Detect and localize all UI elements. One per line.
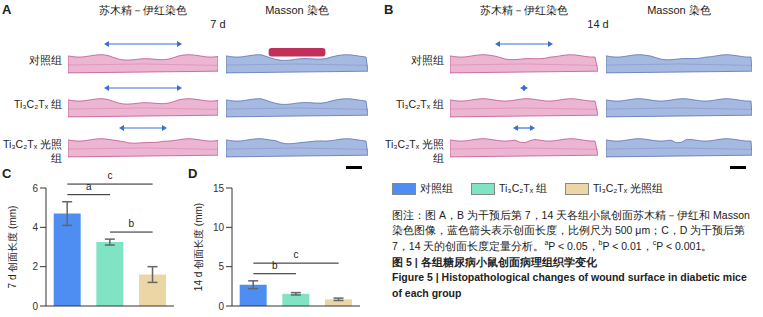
svg-text:0: 0 bbox=[32, 301, 38, 312]
html-text:Ti₃C₂Tₓ 组: Ti₃C₂Tₓ 组 bbox=[395, 98, 444, 110]
svg-text:b: b bbox=[129, 218, 135, 229]
html-text:D: D bbox=[188, 166, 198, 181]
svg-text:5: 5 bbox=[218, 261, 224, 272]
html-text:Figure 5 | Histopathological c: Figure 5 | Histopathological changes of … bbox=[392, 271, 747, 299]
html-text:苏木精－伊红染色: 苏木精－伊红染色 bbox=[480, 4, 568, 16]
svg-text:c: c bbox=[108, 170, 113, 181]
html-text:Ti₃C₂Tₓ 组: Ti₃C₂Tₓ 组 bbox=[13, 98, 62, 110]
html-text:苏木精－伊红染色: 苏木精－伊红染色 bbox=[99, 4, 187, 16]
html-text:对照组: 对照组 bbox=[29, 54, 62, 66]
svg-text:10: 10 bbox=[213, 222, 225, 233]
svg-text:7 d 创面长度 (mm): 7 d 创面长度 (mm) bbox=[7, 206, 18, 289]
html-text:Ti₃C₂Tₓ 光照组: Ti₃C₂Tₓ 光照组 bbox=[2, 138, 62, 164]
html-text:A: A bbox=[2, 2, 12, 17]
svg-text:15: 15 bbox=[213, 183, 225, 194]
html-text:Ti₃C₂Tₓ 光照组: Ti₃C₂Tₓ 光照组 bbox=[384, 138, 444, 164]
svg-text:4: 4 bbox=[32, 222, 38, 233]
svg-text:b: b bbox=[272, 260, 278, 271]
html-text:C: C bbox=[2, 166, 12, 181]
svg-text:2: 2 bbox=[32, 261, 38, 272]
html-text:Masson 染色: Masson 染色 bbox=[647, 4, 711, 16]
html-text:对照组: 对照组 bbox=[411, 54, 444, 66]
svg-text:a: a bbox=[86, 181, 92, 192]
svg-text:6: 6 bbox=[32, 183, 38, 194]
html-text:7 d: 7 d bbox=[210, 18, 226, 30]
svg-text:c: c bbox=[294, 249, 299, 260]
html-text:Masson 染色: Masson 染色 bbox=[265, 4, 329, 16]
svg-text:0: 0 bbox=[218, 301, 224, 312]
html-text:Ti₃C₂Tₓ 光照组: Ti₃C₂Tₓ 光照组 bbox=[593, 182, 664, 194]
html-text:图 5 | 各组糖尿病小鼠创面病理组织学变化: 图 5 | 各组糖尿病小鼠创面病理组织学变化 bbox=[392, 256, 597, 269]
html-text:B: B bbox=[384, 2, 394, 17]
html-text:图注：图 A，B 为干预后第 7，14 天各组小鼠创面苏木精: 图注：图 A，B 为干预后第 7，14 天各组小鼠创面苏木精－伊红和 Masso… bbox=[392, 209, 750, 252]
html-text:对照组: 对照组 bbox=[420, 182, 453, 194]
html-text:Ti₃C₂Tₓ 组: Ti₃C₂Tₓ 组 bbox=[499, 182, 548, 194]
html-text:14 d: 14 d bbox=[587, 18, 609, 30]
svg-text:14 d 创面长度 (mm): 14 d 创面长度 (mm) bbox=[193, 203, 204, 291]
